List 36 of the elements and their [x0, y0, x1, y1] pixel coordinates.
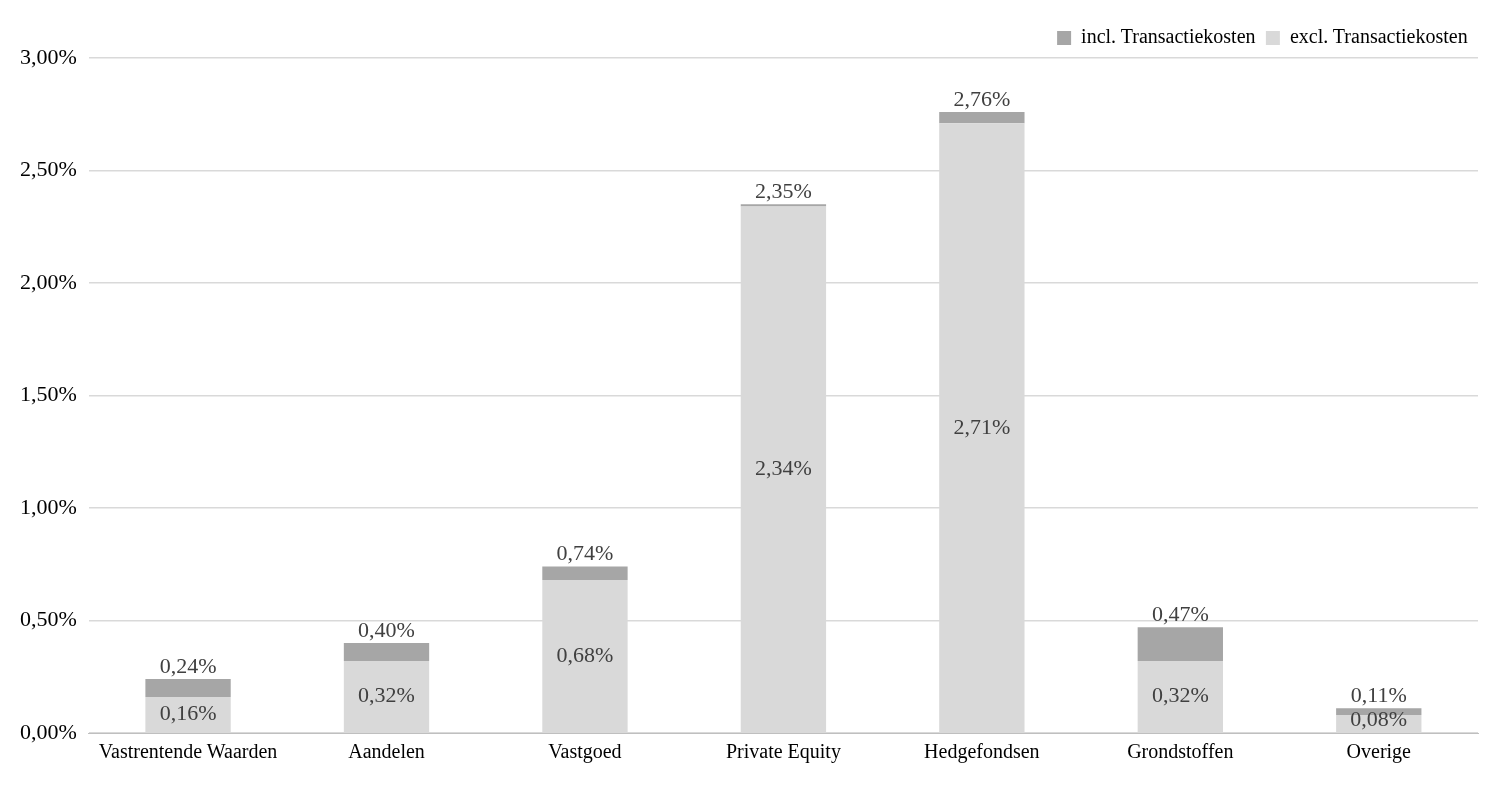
- data-label: 0,68%: [556, 641, 614, 667]
- y-tick-label: 0,50%: [20, 606, 77, 632]
- data-label: 0,32%: [1151, 682, 1209, 708]
- x-tick-label: Vastgoed: [548, 740, 622, 764]
- total-label: 2,35%: [755, 178, 812, 204]
- total-label: 2,76%: [953, 85, 1011, 111]
- x-tick-label: Grondstoffen: [1127, 740, 1234, 763]
- total-label: 0,40%: [358, 616, 415, 642]
- data-label: 0,08%: [1350, 706, 1408, 732]
- legend-label: incl. Transactiekosten: [1081, 25, 1256, 48]
- x-tick-label: Vastrentende Waarden: [98, 740, 278, 763]
- y-tick-label: 1,50%: [20, 381, 77, 407]
- y-tick-label: 2,00%: [20, 268, 77, 294]
- data-label: 0,16%: [159, 700, 217, 726]
- data-label: 2,34%: [755, 455, 812, 481]
- data-label: 0,32%: [358, 682, 415, 708]
- total-label: 0,24%: [159, 652, 217, 678]
- y-tick-label: 3,00%: [20, 43, 77, 69]
- x-tick-label: Aandelen: [348, 740, 425, 763]
- data-label: 2,71%: [953, 413, 1011, 439]
- x-tick-label: Overige: [1346, 740, 1412, 764]
- y-tick-label: 2,50%: [20, 156, 77, 182]
- bar: [939, 112, 1025, 124]
- bar: [145, 679, 231, 697]
- bar: [542, 566, 628, 580]
- x-tick-label: Hedgefondsen: [924, 740, 1040, 764]
- total-label: 0,74%: [556, 540, 614, 566]
- legend-label: excl. Transactiekosten: [1289, 25, 1468, 48]
- y-tick-label: 1,00%: [20, 493, 77, 519]
- y-tick-label: 0,00%: [20, 718, 77, 744]
- total-label: 0,11%: [1350, 682, 1407, 708]
- bar: [343, 643, 430, 661]
- bar: [1137, 627, 1223, 661]
- x-tick-label: Private Equity: [725, 740, 841, 764]
- bar: [740, 204, 827, 207]
- total-label: 0,47%: [1151, 601, 1209, 627]
